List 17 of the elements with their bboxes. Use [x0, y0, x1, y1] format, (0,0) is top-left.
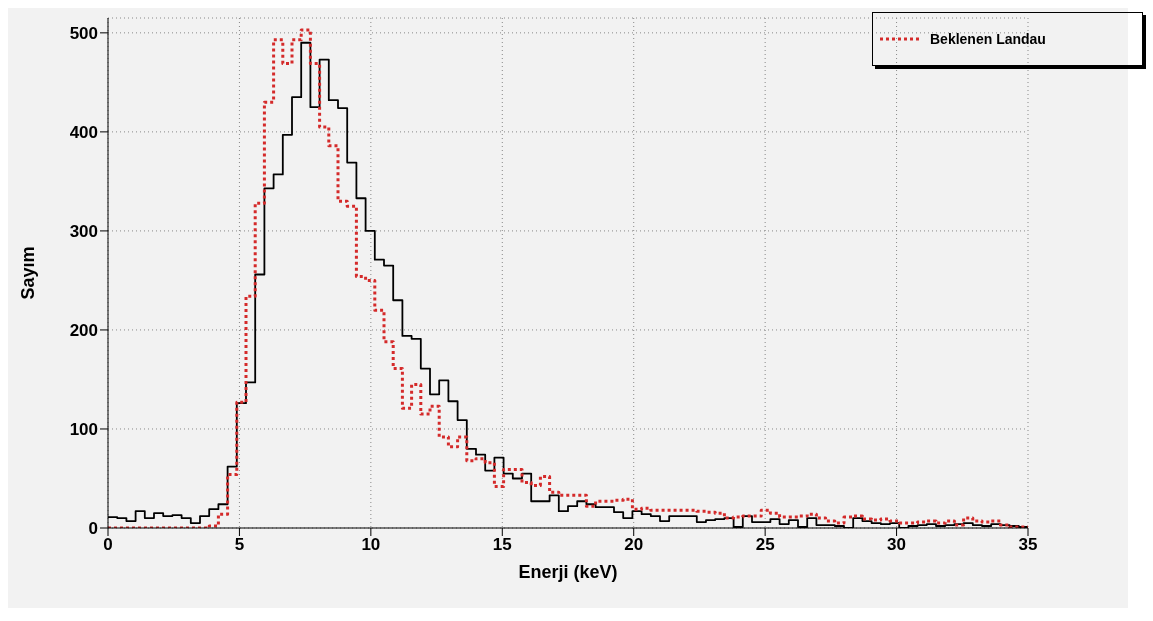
x-tick-label: 10	[361, 535, 381, 555]
y-tick-label: 500	[69, 23, 98, 43]
y-tick-label: 0	[88, 519, 98, 539]
y-tick-label: 400	[69, 122, 98, 142]
x-tick-label: 15	[492, 535, 512, 555]
x-tick-label: 0	[103, 535, 113, 555]
legend-label: Beklenen Landau	[930, 31, 1046, 47]
x-tick-label: 5	[234, 535, 245, 555]
y-tick-label: 100	[69, 420, 98, 440]
x-axis-title: Enerji (keV)	[518, 562, 618, 582]
y-tick-label: 200	[69, 320, 98, 340]
x-tick-label: 35	[1018, 535, 1038, 555]
x-tick-label: 25	[755, 535, 775, 555]
y-tick-label: 300	[69, 221, 98, 241]
x-tick-label: 20	[624, 535, 644, 555]
y-axis-title: Sayım	[18, 246, 39, 300]
x-tick-label: 30	[887, 535, 907, 555]
